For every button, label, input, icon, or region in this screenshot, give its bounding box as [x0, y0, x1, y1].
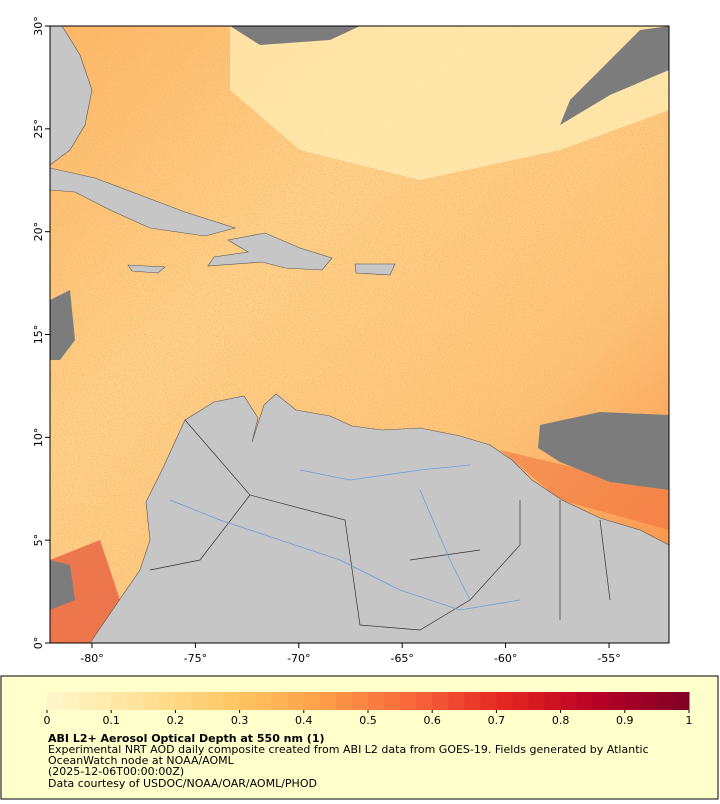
colorbar-cell — [175, 692, 192, 710]
colorbar-cell — [480, 692, 497, 710]
x-tick-label: -60° — [494, 652, 517, 665]
colorbar-cell — [432, 692, 449, 710]
colorbar-cell — [464, 692, 481, 710]
colorbar-cell — [560, 692, 578, 710]
colorbar-cell — [384, 692, 401, 710]
colorbar-cell — [287, 692, 305, 710]
colorbar-cell — [351, 692, 369, 710]
colorbar-cell — [191, 692, 208, 710]
x-tick-label: -80° — [80, 652, 103, 665]
colorbar-cell — [255, 692, 273, 710]
colorbar-cell — [127, 692, 144, 710]
y-tick-label: 20° — [32, 222, 45, 242]
colorbar-cell — [400, 692, 417, 710]
colorbar-cell — [528, 692, 546, 710]
colorbar-cell — [672, 692, 690, 710]
colorbar-tick-label: 1 — [686, 714, 693, 727]
x-tick-label: -55° — [597, 652, 620, 665]
x-tick-label: -70° — [287, 652, 310, 665]
legend-line: Data courtesy of USDOC/NOAA/OAR/AOML/PHO… — [48, 777, 317, 790]
legend-title: ABI L2+ Aerosol Optical Depth at 550 nm … — [48, 732, 325, 745]
colorbar-cell — [368, 692, 385, 710]
colorbar-cell — [656, 692, 674, 710]
colorbar-cell — [79, 692, 96, 710]
colorbar-cell — [416, 692, 433, 710]
colorbar-cell — [95, 692, 112, 710]
colorbar-cell — [640, 692, 658, 710]
colorbar-cell — [111, 692, 128, 710]
colorbar-tick-label: 0.4 — [295, 714, 313, 727]
colorbar-cell — [544, 692, 562, 710]
colorbar-cell — [496, 692, 513, 710]
legend-line: (2025-12-06T00:00:00Z) — [48, 765, 184, 778]
colorbar-cell — [47, 692, 64, 710]
colorbar-tick-label: 0 — [44, 714, 51, 727]
colorbar-cell — [592, 692, 610, 710]
y-tick-label: 30° — [32, 16, 45, 36]
x-tick-label: -75° — [184, 652, 207, 665]
colorbar-tick-label: 0.1 — [102, 714, 120, 727]
colorbar-cell — [271, 692, 289, 710]
colorbar-cell — [624, 692, 642, 710]
colorbar-cell — [239, 692, 257, 710]
colorbar-cell — [63, 692, 80, 710]
colorbar-cell — [303, 692, 321, 710]
y-tick-label: 15° — [32, 325, 45, 345]
colorbar-cell — [223, 692, 241, 710]
colorbar-tick-label: 0.9 — [616, 714, 634, 727]
colorbar-cell — [576, 692, 594, 710]
colorbar-cell — [319, 692, 337, 710]
colorbar-tick-label: 0.7 — [488, 714, 506, 727]
colorbar-tick-label: 0.6 — [423, 714, 441, 727]
colorbar-cell — [143, 692, 160, 710]
colorbar-cell — [512, 692, 529, 710]
colorbar-cell — [207, 692, 225, 710]
colorbar: 0 0.1 0.2 0.3 0.4 0.5 0.6 0.7 0.8 0.9 1 — [44, 692, 693, 727]
colorbar-tick-label: 0.2 — [167, 714, 185, 727]
colorbar-tick-label: 0.8 — [552, 714, 570, 727]
colorbar-cell — [335, 692, 353, 710]
y-tick-label: 25° — [32, 119, 45, 139]
legend-line: OceanWatch node at NOAA/AOML — [48, 754, 235, 767]
colorbar-cell — [159, 692, 176, 710]
colorbar-tick-label: 0.5 — [359, 714, 377, 727]
y-tick-label: 5° — [32, 534, 45, 547]
axes: -80° -75° -70° -65° -60° -55° 0° 5° 10° 15° 20° 25°… — [32, 16, 621, 665]
x-tick-label: -65° — [390, 652, 413, 665]
y-tick-label: 10° — [32, 428, 45, 448]
legend-line: Experimental NRT AOD daily composite cre… — [48, 743, 649, 756]
colorbar-tick-label: 0.3 — [231, 714, 249, 727]
y-tick-label: 0° — [32, 637, 45, 650]
map-image — [50, 26, 669, 643]
colorbar-cell — [448, 692, 465, 710]
colorbar-cell — [608, 692, 626, 710]
